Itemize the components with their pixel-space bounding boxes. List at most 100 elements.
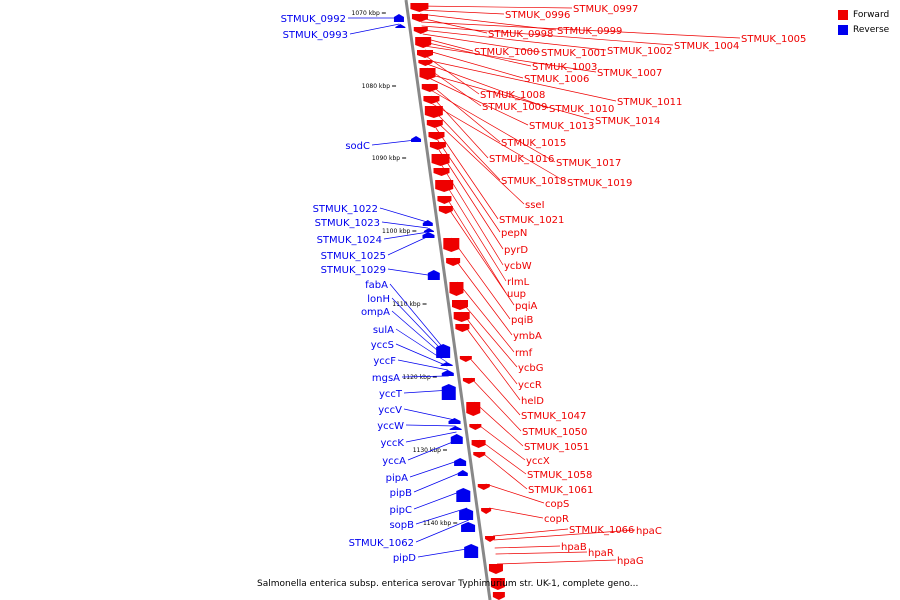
reverse-feature — [449, 426, 462, 430]
forward-leader-line — [423, 37, 474, 52]
forward-gene-label: ycbW — [504, 261, 532, 272]
reverse-feature — [454, 458, 467, 466]
forward-feature — [481, 508, 492, 514]
forward-gene-label: STMUK_1005 — [741, 34, 806, 45]
genome-caption: Salmonella enterica subsp. enterica sero… — [257, 579, 639, 589]
reverse-gene-label: STMUK_1025 — [321, 251, 386, 262]
forward-gene-label: STMUK_1014 — [595, 116, 660, 127]
reverse-leader-line — [389, 283, 446, 351]
scale-tick-label: 1110 kbp — [392, 301, 420, 308]
reverse-gene-label: sodC — [345, 141, 370, 152]
reverse-swatch — [838, 25, 848, 35]
forward-feature — [492, 592, 505, 600]
forward-gene-label: STMUK_0999 — [557, 26, 622, 37]
forward-gene-label: STMUK_0996 — [505, 10, 570, 21]
forward-gene-label: STMUK_1019 — [567, 178, 632, 189]
reverse-feature — [441, 370, 454, 376]
forward-feature — [421, 84, 438, 92]
reverse-leader-line — [371, 139, 416, 146]
reverse-leader-line — [403, 389, 451, 394]
forward-leader-line — [426, 59, 617, 102]
reverse-leader-line — [409, 459, 461, 478]
forward-leader-line — [430, 89, 556, 163]
forward-leader-line — [422, 29, 607, 51]
reverse-leader-line — [391, 297, 446, 355]
reverse-gene-label: STMUK_1024 — [317, 235, 382, 246]
reverse-gene-label: STMUK_1022 — [313, 204, 378, 215]
reverse-gene-label: yccK — [381, 438, 405, 449]
forward-leader-line — [421, 21, 741, 39]
forward-leader-line — [425, 55, 480, 95]
forward-leader-line — [446, 205, 515, 306]
forward-gene-label: STMUK_1009 — [482, 102, 547, 113]
reverse-leader-line — [395, 328, 447, 363]
forward-gene-label: helD — [521, 396, 544, 407]
forward-leader-line — [424, 49, 524, 79]
forward-feature — [471, 440, 486, 448]
forward-leader-line — [477, 423, 526, 461]
forward-feature — [469, 424, 482, 430]
forward-feature — [426, 120, 443, 128]
forward-gene-label: STMUK_1051 — [524, 442, 589, 453]
forward-gene-label: copR — [544, 514, 569, 525]
reverse-feature — [459, 508, 474, 520]
forward-leader-line — [438, 149, 504, 250]
forward-leader-line — [457, 281, 515, 353]
forward-leader-line — [424, 45, 597, 73]
forward-gene-label: ycbG — [518, 363, 544, 374]
forward-leader-line — [428, 73, 595, 121]
forward-leader-line — [419, 9, 505, 15]
forward-leader-line — [453, 257, 513, 336]
scale-tick-label: 1070 kbp — [352, 10, 380, 17]
forward-leader-line — [432, 103, 567, 183]
forward-feature — [431, 154, 450, 166]
reverse-leader-line — [415, 507, 468, 525]
reverse-leader-line — [403, 408, 455, 421]
forward-leader-line — [493, 529, 636, 541]
scale-tick-label: 1130 kbp — [413, 447, 441, 454]
reverse-gene-label: sulA — [373, 325, 394, 336]
forward-feature — [453, 312, 470, 322]
reverse-leader-line — [413, 489, 465, 510]
forward-feature — [429, 142, 446, 150]
forward-feature — [477, 484, 490, 490]
legend-reverse-label: Reverse — [853, 25, 890, 35]
legend-reverse: Reverse — [838, 23, 889, 37]
forward-leader-line — [428, 77, 529, 126]
forward-gene-label: STMUK_1002 — [607, 46, 672, 57]
forward-feature — [417, 50, 433, 58]
forward-leader-line — [422, 33, 541, 53]
forward-gene-label: yccX — [526, 456, 550, 467]
forward-gene-label: pepN — [501, 228, 527, 239]
reverse-leader-line — [379, 207, 428, 223]
reverse-leader-line — [349, 23, 400, 35]
reverse-gene-label: yccW — [377, 421, 404, 432]
forward-gene-label: STMUK_1000 — [474, 47, 539, 58]
reverse-feature — [422, 232, 435, 238]
reverse-gene-label: pipC — [390, 505, 412, 516]
reverse-feature — [461, 522, 476, 532]
reverse-gene-label: pipA — [386, 473, 408, 484]
forward-feature — [452, 300, 468, 310]
reverse-feature — [464, 544, 479, 558]
forward-leader-line — [435, 127, 499, 220]
forward-feature — [449, 282, 464, 296]
reverse-feature — [423, 228, 434, 232]
reverse-leader-line — [387, 268, 435, 277]
forward-gene-label: STMUK_1017 — [556, 158, 621, 169]
forward-gene-label: STMUK_1047 — [521, 411, 586, 422]
reverse-leader-line — [395, 343, 448, 367]
forward-leader-line — [427, 67, 482, 107]
reverse-leader-line — [417, 547, 473, 558]
reverse-leader-line — [405, 431, 457, 443]
forward-gene-label: STMUK_1066 — [569, 525, 634, 536]
forward-feature — [490, 578, 505, 590]
forward-gene-label: sseI — [525, 200, 545, 211]
forward-leader-line — [481, 451, 528, 490]
forward-feature — [462, 378, 475, 384]
scale-tick-label: 1120 kbp — [402, 374, 430, 381]
forward-gene-label: STMUK_1050 — [522, 427, 587, 438]
reverse-feature — [441, 384, 456, 400]
forward-leader-line — [485, 483, 545, 504]
reverse-feature — [457, 470, 468, 476]
